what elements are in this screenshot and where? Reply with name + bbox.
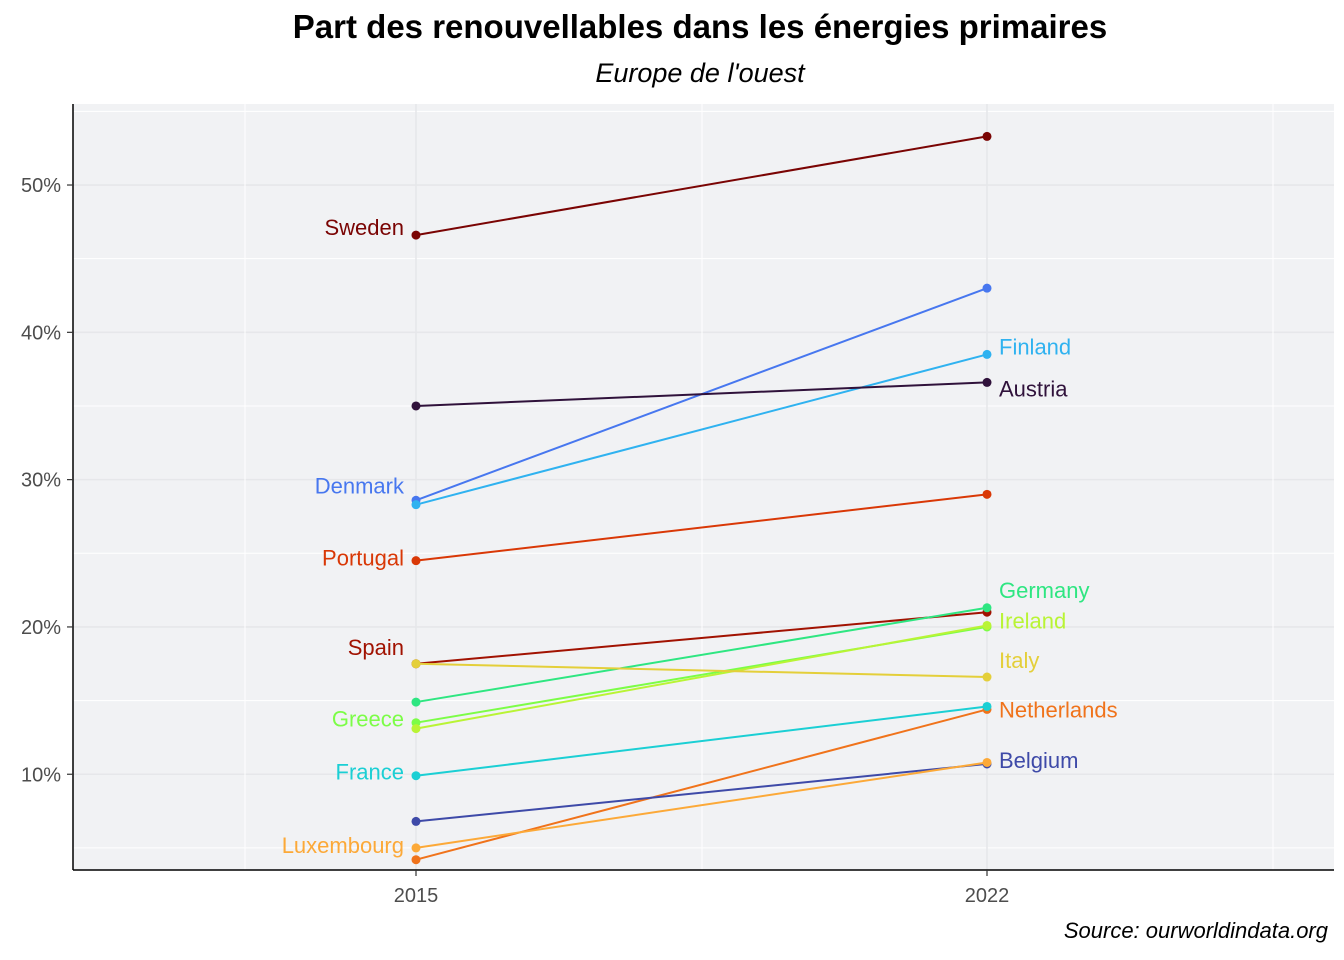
data-point xyxy=(411,230,421,240)
y-tick-label: 30% xyxy=(21,470,61,492)
series-labels: Sweden Denmark Finland Austria Portugal Spain… xyxy=(282,215,1118,858)
data-point xyxy=(411,816,421,826)
data-point xyxy=(411,500,421,510)
series-label: Netherlands xyxy=(999,697,1118,722)
data-point xyxy=(411,855,421,865)
data-point xyxy=(411,843,421,853)
series-label: France xyxy=(336,760,404,785)
series-label: Sweden xyxy=(324,215,404,240)
series-label: Finland xyxy=(999,334,1071,359)
series-line xyxy=(415,762,988,823)
y-axis-ticks: 10% 20% 30% 40% 50% xyxy=(21,175,73,786)
series-label: Belgium xyxy=(999,748,1078,773)
data-point xyxy=(411,724,421,734)
data-point xyxy=(982,349,992,359)
series-label: Germany xyxy=(999,578,1089,603)
chart-subtitle: Europe de l'ouest xyxy=(595,58,805,88)
y-tick-label: 50% xyxy=(21,175,61,197)
x-tick-label: 2022 xyxy=(965,885,1010,907)
data-point xyxy=(411,401,421,411)
data-point xyxy=(982,620,992,630)
chart-title: Part des renouvellables dans les énergie… xyxy=(292,8,1108,45)
y-tick-label: 40% xyxy=(21,322,61,344)
plot-panel xyxy=(73,104,1334,870)
y-tick-label: 20% xyxy=(21,617,61,639)
series-group xyxy=(411,131,992,865)
data-point xyxy=(411,556,421,566)
x-axis-ticks: 2015 2022 xyxy=(394,870,1010,907)
y-tick-label: 10% xyxy=(21,764,61,786)
series-line xyxy=(415,606,988,704)
data-point xyxy=(411,697,421,707)
source-note: Source: ourworldindata.org xyxy=(1063,918,1328,943)
series-label: Denmark xyxy=(315,473,405,498)
data-point xyxy=(982,489,992,499)
data-point xyxy=(982,757,992,767)
series-line xyxy=(415,353,988,506)
series-label: Ireland xyxy=(999,608,1066,633)
series-label: Luxembourg xyxy=(282,833,404,858)
data-point xyxy=(982,672,992,682)
series-label: Spain xyxy=(348,635,404,660)
series-label: Austria xyxy=(999,376,1068,401)
data-point xyxy=(982,131,992,141)
series-line xyxy=(415,381,988,407)
data-point xyxy=(411,659,421,669)
series-line xyxy=(415,761,988,849)
series-label: Italy xyxy=(999,648,1039,673)
x-tick-label: 2015 xyxy=(394,885,439,907)
data-point xyxy=(982,283,992,293)
data-point xyxy=(982,603,992,613)
series-line xyxy=(415,624,988,730)
series-line xyxy=(415,611,988,665)
series-label: Greece xyxy=(332,707,404,732)
data-point xyxy=(982,701,992,711)
series-line xyxy=(415,705,988,777)
data-point xyxy=(982,377,992,387)
data-point xyxy=(411,771,421,781)
series-label: Portugal xyxy=(322,546,404,571)
series-line xyxy=(415,662,988,679)
series-line xyxy=(415,493,988,562)
series-line xyxy=(415,135,988,237)
